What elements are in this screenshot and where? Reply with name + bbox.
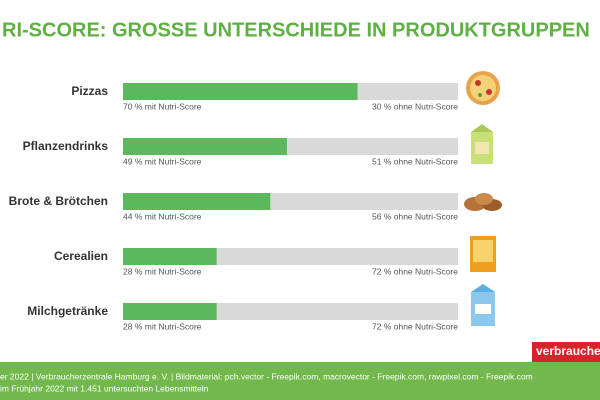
- value-label: 72 % ohne Nutri-Score: [372, 266, 458, 276]
- footer-band: [0, 362, 600, 400]
- value-label: 28 % mit Nutri-Score: [123, 266, 202, 276]
- footer-line: er 2022 | Verbraucherzentrale Hamburg e.…: [0, 371, 533, 381]
- value-label: 44 % mit Nutri-Score: [123, 211, 202, 221]
- value-label: 70 % mit Nutri-Score: [123, 101, 202, 111]
- value-label: 72 % ohne Nutri-Score: [372, 321, 458, 331]
- bar-segment: [357, 83, 458, 100]
- bar-segment: [123, 83, 358, 100]
- value-label: 49 % mit Nutri-Score: [123, 156, 202, 166]
- category-label: Milchgetränke: [27, 304, 108, 318]
- value-label: 28 % mit Nutri-Score: [123, 321, 202, 331]
- bar-segment: [123, 138, 288, 155]
- bar-segment: [270, 193, 458, 210]
- bar-segment: [216, 303, 458, 320]
- icon-drink: [471, 124, 493, 164]
- bar-segment: [123, 193, 271, 210]
- value-label: 30 % ohne Nutri-Score: [372, 101, 458, 111]
- bar-segment: [287, 138, 458, 155]
- bar-segment: [123, 248, 217, 265]
- icon-bread: [464, 193, 502, 211]
- footer-line: im Frühjahr 2022 mit 1.451 untersuchten …: [0, 383, 209, 393]
- value-label: 56 % ohne Nutri-Score: [372, 211, 458, 221]
- category-label: Cerealien: [54, 249, 108, 263]
- logo: verbraucher: [536, 344, 600, 358]
- value-label: 51 % ohne Nutri-Score: [372, 156, 458, 166]
- logo-box: [532, 342, 600, 362]
- chart-title: RI-SCORE: GROSSE UNTERSCHIEDE IN PRODUKT…: [2, 19, 590, 41]
- category-label: Pizzas: [71, 84, 108, 98]
- category-label: Pflanzendrinks: [23, 139, 109, 153]
- icon-cereal: [470, 236, 496, 272]
- bar-segment: [123, 303, 217, 320]
- category-label: Brote & Brötchen: [9, 194, 108, 208]
- icon-pizza: [466, 71, 500, 105]
- bar-segment: [216, 248, 458, 265]
- icon-milk: [471, 284, 495, 326]
